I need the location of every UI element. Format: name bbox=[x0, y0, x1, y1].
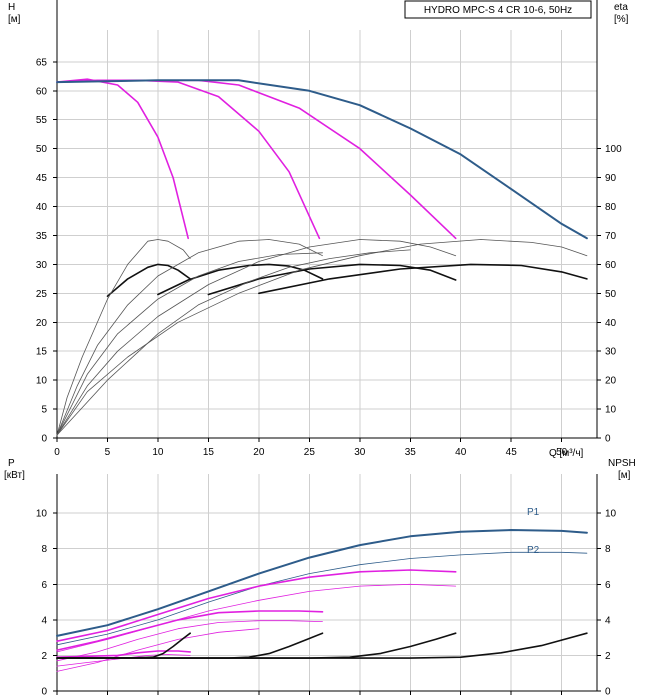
power-y2-tick-label: 8 bbox=[605, 544, 611, 555]
power-y2-tick-label: 6 bbox=[605, 580, 611, 591]
head-series-line-4 bbox=[106, 263, 191, 298]
head-y2-tick-label: 60 bbox=[605, 260, 617, 271]
y-axis-label-p: P bbox=[8, 458, 15, 469]
head-series-line-10 bbox=[56, 239, 457, 436]
power-axes bbox=[53, 474, 601, 695]
power-series-line-10 bbox=[56, 632, 324, 659]
head-series-line-13 bbox=[56, 252, 323, 436]
power-y-tick-label: 4 bbox=[41, 615, 47, 626]
head-y-tick-label: 60 bbox=[36, 86, 48, 97]
y-axis-label-h: H bbox=[8, 2, 15, 13]
power-series-line-7 bbox=[56, 583, 457, 653]
head-tick-labels: 0510152025303540455055606501020304050607… bbox=[36, 57, 622, 458]
power-y2-tick-label: 0 bbox=[605, 687, 611, 698]
head-series-line-3 bbox=[56, 79, 588, 240]
head-series-line-12 bbox=[56, 249, 411, 436]
power-series-line-2 bbox=[56, 650, 191, 659]
head-y-tick-label: 55 bbox=[36, 115, 48, 126]
y-axis-label-h-unit: [м] bbox=[8, 14, 21, 25]
head-y2-tick-label: 40 bbox=[605, 318, 617, 329]
head-y-tick-label: 40 bbox=[36, 202, 48, 213]
power-series-line-12 bbox=[56, 632, 588, 659]
head-y-tick-label: 45 bbox=[36, 173, 48, 184]
head-axes bbox=[53, 0, 601, 442]
power-y-tick-label: 10 bbox=[36, 509, 48, 520]
head-series-line-8 bbox=[56, 239, 191, 436]
head-y2-tick-label: 10 bbox=[605, 405, 617, 416]
head-y-tick-label: 10 bbox=[36, 376, 48, 387]
head-x-tick-label: 20 bbox=[253, 447, 265, 458]
head-series-line-0 bbox=[56, 78, 189, 240]
y2-axis-label-eta: eta bbox=[614, 2, 628, 13]
head-x-tick-label: 0 bbox=[54, 447, 60, 458]
head-x-tick-label: 45 bbox=[506, 447, 518, 458]
power-y2-tick-label: 10 bbox=[605, 509, 617, 520]
chart-title: HYDRO MPC-S 4 CR 10-6, 50Hz bbox=[424, 5, 572, 16]
head-series-line-6 bbox=[207, 263, 457, 296]
power-y-tick-label: 8 bbox=[41, 544, 47, 555]
power-series-line-1 bbox=[56, 551, 588, 646]
head-series-line-7 bbox=[258, 263, 588, 295]
power-series-line-8 bbox=[56, 628, 260, 672]
head-y-tick-label: 35 bbox=[36, 231, 48, 242]
head-series-line-1 bbox=[56, 79, 321, 240]
head-y-tick-label: 5 bbox=[41, 405, 47, 416]
head-x-tick-label: 5 bbox=[105, 447, 111, 458]
head-series bbox=[56, 78, 588, 436]
power-y2-tick-label: 4 bbox=[605, 615, 611, 626]
power-y2-tick-label: 2 bbox=[605, 651, 611, 662]
head-efficiency-panel: 0510152025303540455055606501020304050607… bbox=[8, 0, 629, 459]
head-x-tick-label: 35 bbox=[405, 447, 417, 458]
head-series-line-2 bbox=[56, 79, 457, 240]
power-tick-labels: 0 2 4 6 8 10 0 2 4 6 8 10 bbox=[36, 509, 617, 698]
head-y2-tick-label: 50 bbox=[605, 289, 617, 300]
head-x-tick-label: 50 bbox=[556, 447, 568, 458]
head-y2-tick-label: 70 bbox=[605, 231, 617, 242]
y2-axis-label-npsh: NPSH bbox=[608, 458, 636, 469]
head-y-tick-label: 25 bbox=[36, 289, 48, 300]
power-y-tick-label: 0 bbox=[41, 687, 47, 698]
power-y-tick-label: 6 bbox=[41, 580, 47, 591]
y2-axis-label-eta-unit: [%] bbox=[614, 14, 629, 25]
head-series-line-5 bbox=[157, 263, 324, 296]
y-axis-label-p-unit: [кВт] bbox=[4, 470, 25, 481]
power-y-tick-label: 2 bbox=[41, 651, 47, 662]
head-y2-tick-label: 30 bbox=[605, 347, 617, 358]
head-x-tick-label: 30 bbox=[354, 447, 366, 458]
power-series-line-4 bbox=[56, 569, 457, 643]
series-label-p1: P1 bbox=[527, 507, 540, 518]
power-series-line-0 bbox=[56, 529, 588, 637]
head-y-tick-label: 0 bbox=[41, 434, 47, 445]
head-x-tick-label: 15 bbox=[203, 447, 215, 458]
head-y2-tick-label: 100 bbox=[605, 144, 622, 155]
power-npsh-panel: 0 2 4 6 8 10 0 2 4 6 8 10 P [кВт] NPSH [м] P1 P2 bbox=[4, 458, 636, 698]
power-series-line-6 bbox=[56, 620, 323, 662]
head-y-tick-label: 15 bbox=[36, 347, 48, 358]
head-y-tick-label: 30 bbox=[36, 260, 48, 271]
y2-axis-label-npsh-unit: [м] bbox=[618, 470, 631, 481]
power-series-line-3 bbox=[56, 610, 324, 651]
head-y2-tick-label: 90 bbox=[605, 173, 617, 184]
head-x-tick-label: 10 bbox=[152, 447, 164, 458]
head-y2-tick-label: 0 bbox=[605, 434, 611, 445]
x-axis-label: Q [м³/ч] bbox=[549, 448, 584, 459]
chart-title-box bbox=[404, 0, 592, 19]
head-series-line-11 bbox=[56, 239, 588, 436]
head-y-tick-label: 50 bbox=[36, 144, 48, 155]
head-x-tick-label: 40 bbox=[455, 447, 467, 458]
head-y-tick-label: 20 bbox=[36, 318, 48, 329]
head-x-tick-label: 25 bbox=[304, 447, 316, 458]
head-y2-tick-label: 20 bbox=[605, 376, 617, 387]
power-series bbox=[56, 529, 588, 672]
power-grid bbox=[57, 474, 597, 691]
head-y2-tick-label: 80 bbox=[605, 202, 617, 213]
series-label-p2: P2 bbox=[527, 545, 540, 556]
head-grid bbox=[57, 30, 597, 438]
head-y-tick-label: 65 bbox=[36, 57, 48, 68]
head-series-line-9 bbox=[56, 239, 323, 436]
